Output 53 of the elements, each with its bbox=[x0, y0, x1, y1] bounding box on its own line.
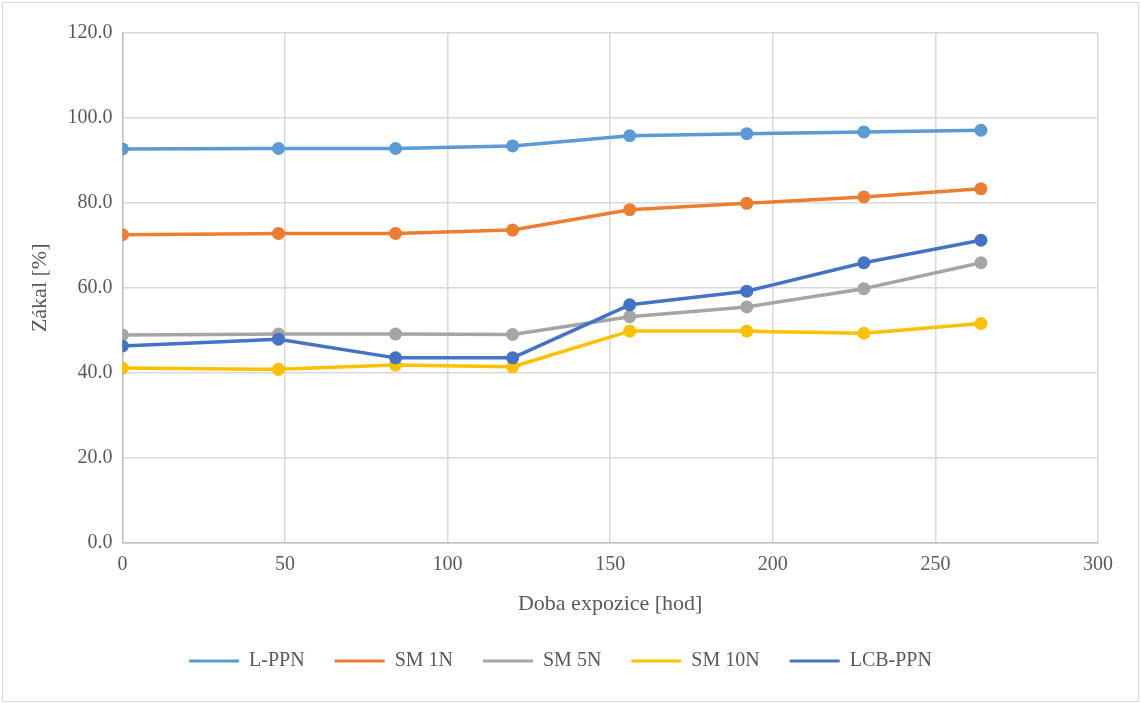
x-tick-label: 150 bbox=[595, 551, 626, 574]
point bbox=[272, 226, 285, 240]
legend-label: SM 1N bbox=[394, 648, 453, 671]
point bbox=[272, 142, 285, 156]
point bbox=[974, 123, 988, 137]
point bbox=[623, 310, 637, 324]
point bbox=[506, 223, 520, 237]
point bbox=[857, 282, 871, 296]
x-tick-label: 250 bbox=[920, 551, 951, 574]
x-tick-label: 200 bbox=[757, 551, 788, 574]
point bbox=[272, 332, 285, 346]
point bbox=[506, 139, 520, 153]
point bbox=[857, 125, 871, 139]
y-tick-label: 120.0 bbox=[67, 20, 113, 43]
point bbox=[272, 362, 285, 376]
legend-label: SM 10N bbox=[691, 648, 760, 671]
point bbox=[857, 190, 871, 204]
point bbox=[389, 226, 403, 240]
point bbox=[389, 351, 403, 365]
x-axis-title: Doba expozice [hod] bbox=[517, 589, 703, 615]
point bbox=[623, 298, 637, 312]
point bbox=[623, 203, 637, 217]
point bbox=[740, 284, 754, 298]
x-tick-label: 50 bbox=[275, 551, 295, 574]
x-tick-label: 100 bbox=[432, 551, 463, 574]
point bbox=[974, 316, 988, 330]
y-tick-label: 80.0 bbox=[77, 190, 113, 213]
point bbox=[506, 351, 520, 365]
point bbox=[740, 127, 754, 141]
y-tick-label: 60.0 bbox=[77, 275, 113, 298]
y-tick-label: 0.0 bbox=[87, 529, 113, 552]
point bbox=[623, 324, 637, 338]
y-tick-label: 40.0 bbox=[77, 359, 113, 382]
point bbox=[740, 324, 754, 338]
point bbox=[857, 326, 871, 340]
point bbox=[974, 182, 988, 196]
point bbox=[389, 327, 403, 341]
x-tick-label: 300 bbox=[1083, 551, 1113, 574]
y-axis-title: Zákal [%] bbox=[25, 243, 51, 333]
legend-label: LCB-PPN bbox=[849, 648, 932, 671]
point bbox=[974, 233, 988, 247]
y-tick-label: 100.0 bbox=[67, 105, 113, 128]
point bbox=[389, 142, 403, 156]
legend-label: L-PPN bbox=[249, 648, 305, 671]
legend-label: SM 5N bbox=[542, 648, 602, 671]
point bbox=[974, 256, 988, 270]
y-tick-label: 20.0 bbox=[77, 444, 113, 467]
point bbox=[740, 196, 754, 210]
point bbox=[623, 129, 637, 143]
point bbox=[506, 328, 520, 342]
point bbox=[740, 300, 754, 314]
point bbox=[857, 256, 871, 270]
x-tick-label: 0 bbox=[117, 551, 128, 574]
